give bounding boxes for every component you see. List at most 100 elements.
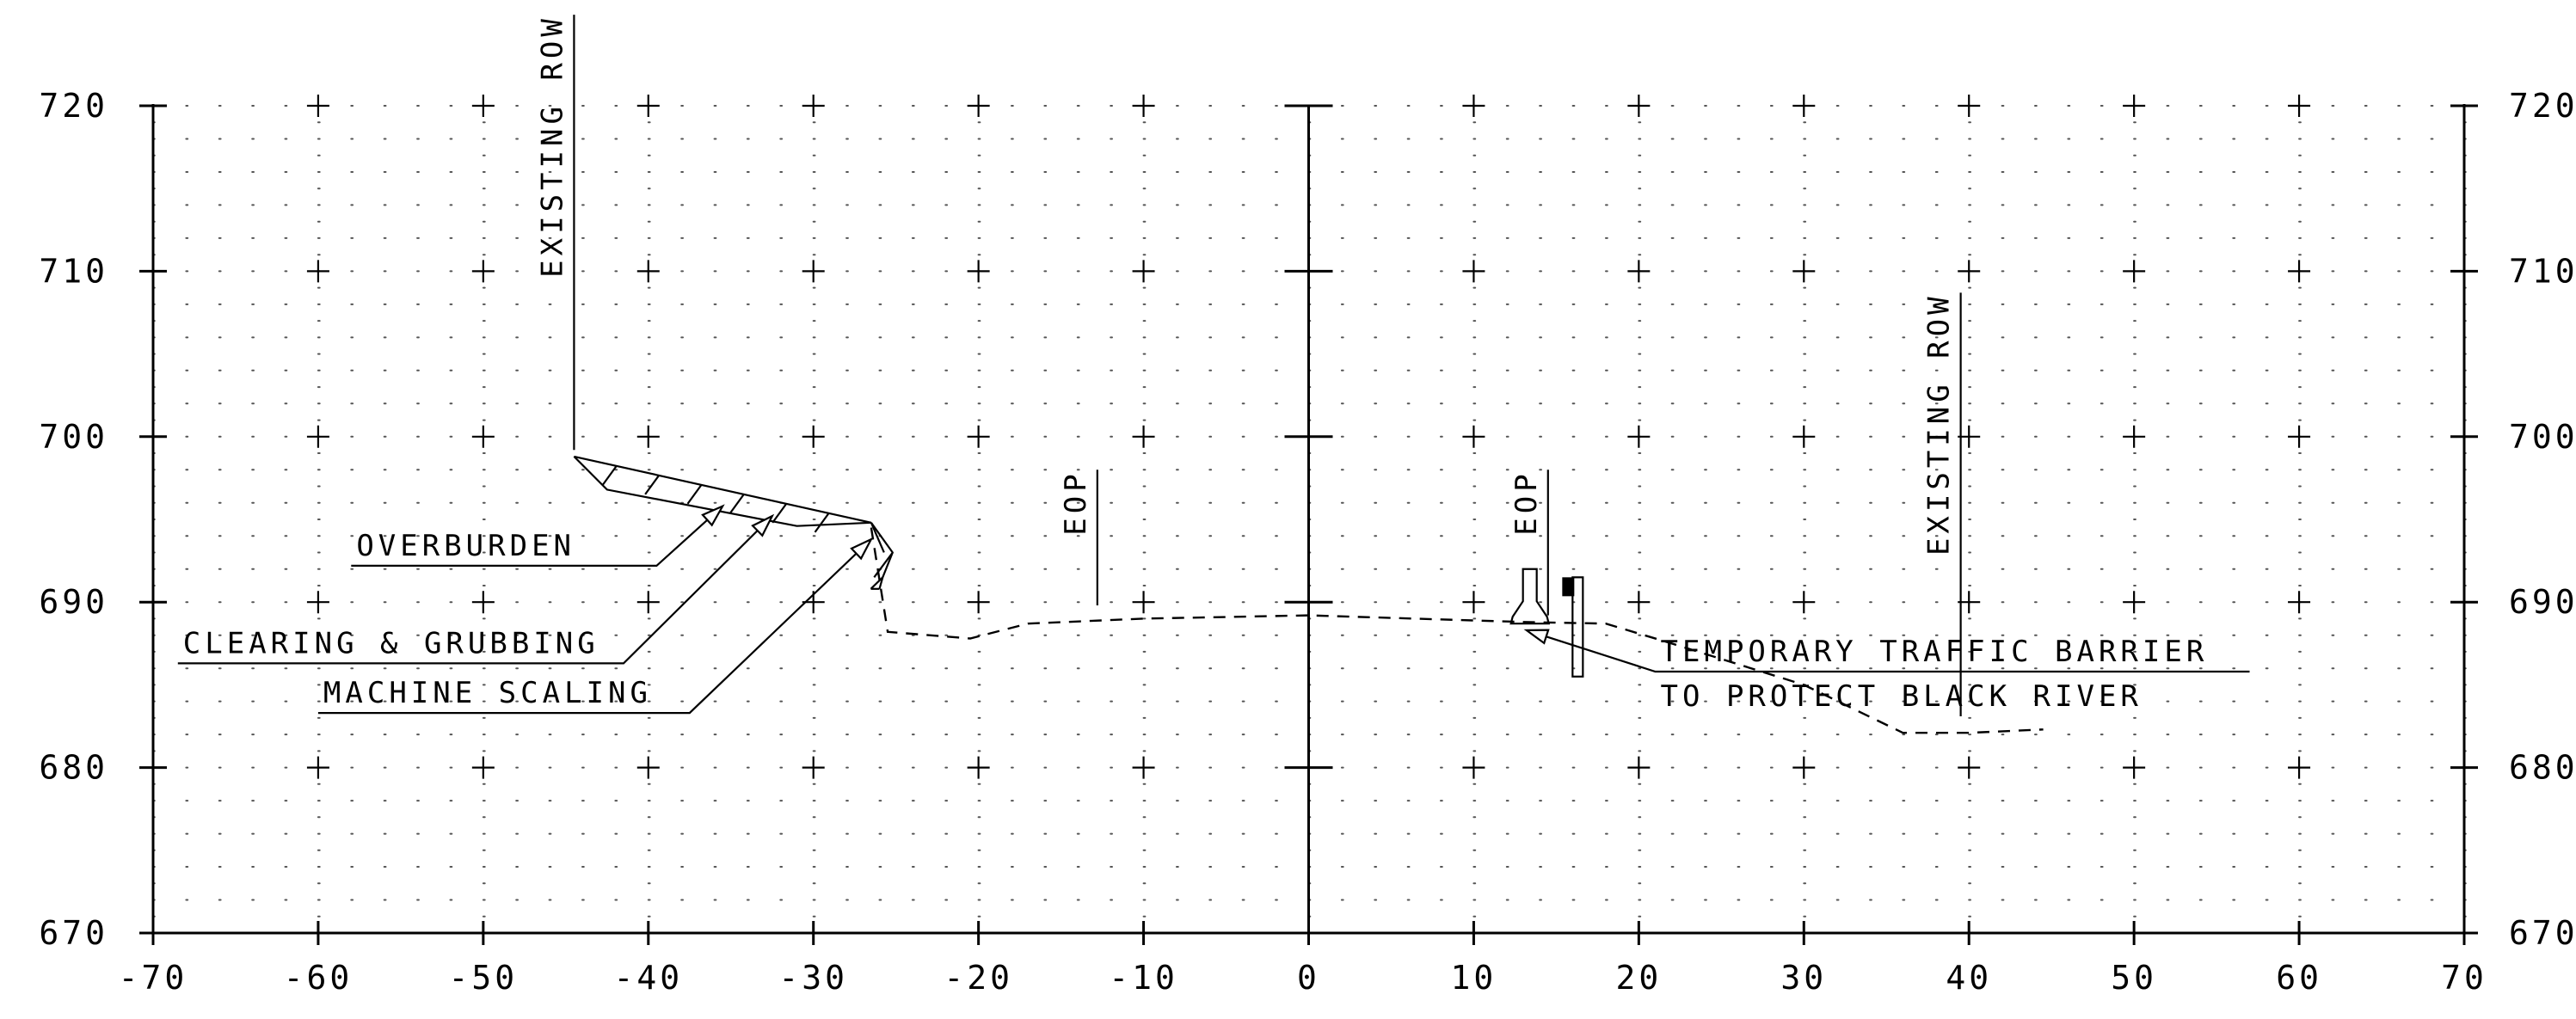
x-tick-label: -50 (449, 959, 519, 997)
grid-plus-marker (306, 591, 329, 614)
y-tick-label-right: 670 (2509, 914, 2576, 952)
grid-plus-marker (1958, 756, 1981, 779)
x-tick-label: 30 (1780, 959, 1827, 997)
grid-plus-marker (1792, 756, 1816, 779)
grid-plus-marker (2288, 756, 2311, 779)
y-tick-label-left: 720 (39, 87, 108, 125)
grid-plus-marker (2288, 591, 2311, 614)
x-tick-label: -70 (119, 959, 188, 997)
grid-plus-marker (636, 95, 660, 117)
grid-plus-marker (1792, 95, 1816, 117)
leader-arrowhead (701, 504, 725, 527)
grid-plus-marker (1627, 95, 1651, 117)
grid-plus-marker (2288, 95, 2311, 117)
annotation-text: CLEARING & GRUBBING (183, 626, 599, 660)
existing-ground-line (870, 527, 2044, 734)
grid-plus-marker (1132, 591, 1155, 614)
grid-plus-marker (1132, 95, 1155, 117)
grid-plus-marker (2123, 260, 2146, 283)
grid-plus-marker (1132, 260, 1155, 283)
x-tick-label: 60 (2276, 959, 2322, 997)
y-tick-label-right: 690 (2509, 583, 2576, 621)
cut-hatch (772, 503, 788, 524)
leader-arrowhead (1523, 629, 1550, 645)
annotation-text-line2: TO PROTECT BLACK RIVER (1661, 679, 2143, 714)
existing-row-label: EXISTING ROW (535, 15, 569, 278)
grid-plus-marker (306, 756, 329, 779)
y-tick-label-right: 710 (2509, 252, 2576, 290)
y-tick-label-left: 700 (39, 418, 108, 456)
leader-arrowhead (850, 537, 874, 561)
grid-dot-pattern (152, 105, 2467, 918)
leader-arrowhead (751, 513, 775, 537)
eop-label: EOP (1059, 470, 1093, 535)
cut-hatch (644, 475, 661, 495)
grid-plus-marker (967, 95, 990, 117)
axes (139, 104, 2478, 945)
grid-plus-marker (967, 425, 990, 448)
cut-hatch (686, 484, 703, 505)
cut-bottom-slope (573, 456, 871, 527)
x-tick-labels: -70 -60 -50 -40 -30 -20 -10 0 10 20 30 40 50 60 70 (119, 959, 2487, 997)
grid-plus-marker (2288, 260, 2311, 283)
grid-plus-marker (967, 591, 990, 614)
grid-plus-marker (471, 95, 495, 117)
annotation-text-line1: TEMPORARY TRAFFIC BARRIER (1661, 635, 2209, 669)
grid-plus-marker (1462, 756, 1485, 779)
x-tick-label: 10 (1451, 959, 1497, 997)
temporary-barrier-shape (1509, 568, 1551, 625)
grid-plus-marker (1958, 95, 1981, 117)
section-features (177, 15, 2250, 734)
major-grid-markers (306, 95, 2311, 779)
grid-plus-marker (967, 756, 990, 779)
grid-plus-marker (1462, 95, 1485, 117)
cut-hatch (729, 494, 745, 514)
x-tick-label: -40 (613, 959, 683, 997)
y-tick-label-left: 710 (39, 252, 108, 290)
y-tick-label-left: 680 (39, 749, 108, 787)
leader-line (317, 538, 872, 715)
y-tick-label-left: 690 (39, 583, 108, 621)
grid-plus-marker (306, 260, 329, 283)
grid-plus-marker (1627, 260, 1651, 283)
grid-plus-marker (1462, 260, 1485, 283)
grid-plus-marker (1792, 591, 1816, 614)
grid-plus-marker (802, 425, 825, 448)
grid-plus-marker (2123, 95, 2146, 117)
cut-hatch (601, 465, 618, 486)
grid-plus-marker (2123, 591, 2146, 614)
grid-plus-marker (636, 425, 660, 448)
grid-plus-marker (636, 260, 660, 283)
x-tick-label: 40 (1946, 959, 1992, 997)
x-tick-label: 20 (1615, 959, 1662, 997)
face-hatch (873, 551, 894, 578)
x-tick-label: -20 (944, 959, 1013, 997)
section-labels: EXISTING ROW EOP EOP EXISTING ROW OVERBURDEN… (183, 15, 2209, 714)
grid-plus-marker (2288, 425, 2311, 448)
grid-plus-marker (802, 260, 825, 283)
face-hatch (870, 522, 885, 553)
x-tick-label: 0 (1297, 959, 1320, 997)
existing-row-label: EXISTING ROW (1922, 292, 1957, 556)
cut-face (870, 522, 895, 590)
cut-top-slope (574, 455, 872, 524)
grid-plus-marker (2123, 425, 2146, 448)
x-tick-label: -30 (778, 959, 848, 997)
annotation-text: MACHINE SCALING (323, 676, 652, 710)
x-tick-label: 50 (2111, 959, 2157, 997)
grid-plus-marker (1132, 425, 1155, 448)
grid-plus-marker (471, 591, 495, 614)
grid-plus-marker (1627, 591, 1651, 614)
wall-cap (1562, 577, 1575, 597)
grid-plus-marker (1792, 260, 1816, 283)
grid-plus-marker (802, 95, 825, 117)
x-tick-label: 70 (2441, 959, 2487, 997)
y-tick-label-left: 670 (39, 914, 108, 952)
grid-plus-marker (1958, 260, 1981, 283)
grid-plus-marker (636, 591, 660, 614)
grid-plus-marker (636, 756, 660, 779)
face-hatch (870, 576, 884, 590)
wall-post (1571, 576, 1584, 678)
grid-plus-marker (1627, 425, 1651, 448)
